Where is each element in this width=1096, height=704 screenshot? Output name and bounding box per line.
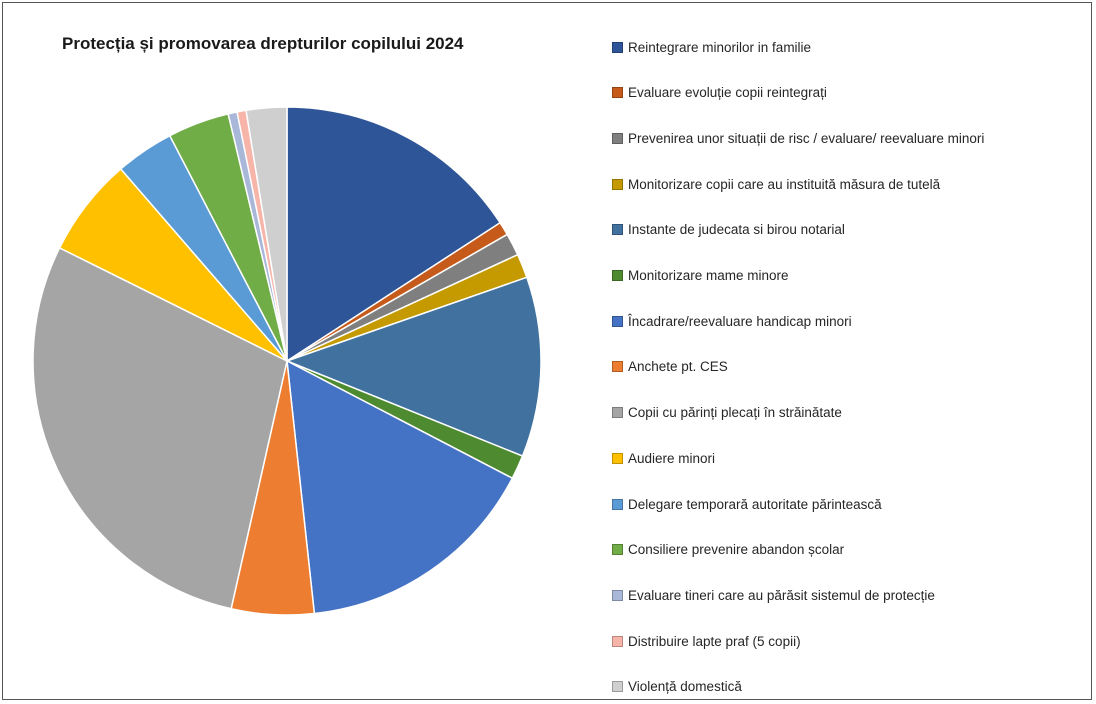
legend-label: Prevenirea unor situații de risc / evalu… (628, 130, 985, 146)
legend-item: Prevenirea unor situații de risc / evalu… (612, 128, 984, 148)
legend-swatch (612, 270, 623, 281)
legend-label: Monitorizare mame minore (628, 268, 789, 283)
pie-slice-1 (286, 106, 502, 363)
legend-item: Instante de judecata si birou notarial (612, 220, 845, 240)
legend-label: Monitorizare copii care au instituită mă… (628, 176, 941, 192)
legend-item: Reintegrare minorilor in familie (612, 37, 811, 57)
legend-item: Evaluare evoluție copii reintegrați (612, 83, 827, 103)
legend-item: Monitorizare copii care au instituită mă… (612, 174, 940, 194)
legend-label: Evaluare tineri care au părăsit sistemul… (628, 587, 935, 603)
legend-label: Evaluare evoluție copii reintegrați (628, 85, 827, 101)
legend-item: Delegare temporară autoritate părinteasc… (612, 494, 882, 514)
legend-swatch (612, 544, 623, 556)
legend-label: Reintegrare minorilor in familie (628, 39, 812, 55)
legend-item: Audiere minori (612, 448, 715, 468)
legend-label: Delegare temporară autoritate părinteasc… (628, 496, 882, 512)
legend-swatch (612, 407, 623, 419)
pie-slice-9 (32, 246, 288, 610)
legend-swatch (612, 178, 623, 190)
legend-swatch (612, 681, 623, 693)
legend-swatch (612, 41, 623, 53)
legend-label: Audiere minori (628, 450, 716, 466)
legend-item: Copii cu părinți plecați în străinătate (612, 403, 842, 423)
legend-swatch (612, 498, 623, 510)
pie-slice-15 (245, 106, 288, 362)
legend-swatch (612, 589, 623, 601)
legend-label: Violență domestică (628, 679, 742, 695)
legend-label: Copii cu părinți plecați în străinătate (628, 405, 842, 421)
legend-item: Încadrare/reevaluare handicap minori (612, 311, 852, 331)
legend-swatch (612, 635, 623, 647)
legend-item: Distribuire lapte praf (5 copii) (612, 631, 801, 651)
legend-label: Anchete pt. CES (628, 359, 728, 375)
legend-item: Monitorizare mame minore (612, 266, 789, 286)
chart-title: Protecția și promovarea drepturilor copi… (62, 34, 464, 53)
legend-item: Anchete pt. CES (612, 357, 728, 377)
pie-slice-5 (284, 276, 542, 458)
legend-swatch (612, 87, 623, 99)
legend-item: Violență domestică (612, 677, 742, 697)
legend-item: Consiliere prevenire abandon școlar (612, 540, 844, 560)
pie-slice-7 (286, 359, 514, 615)
legend-swatch (612, 452, 623, 464)
legend-swatch (612, 315, 623, 327)
legend-item: Evaluare tineri care au părăsit sistemul… (612, 585, 935, 605)
legend-swatch (612, 224, 623, 236)
legend-swatch (612, 132, 623, 144)
legend-swatch (612, 361, 623, 373)
legend-label: Instante de judecata si birou notarial (628, 222, 845, 238)
legend-label: Încadrare/reevaluare handicap minori (628, 313, 852, 329)
legend-label: Distribuire lapte praf (5 copii) (628, 633, 801, 649)
legend-label: Consiliere prevenire abandon școlar (628, 542, 845, 558)
